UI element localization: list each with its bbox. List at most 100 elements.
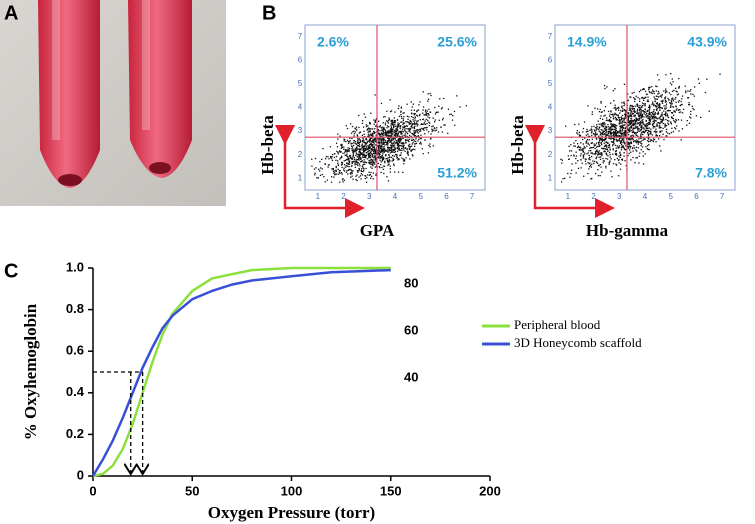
cell-dot [366, 141, 369, 143]
cell-dot [327, 156, 329, 158]
cell-dot [646, 115, 648, 117]
cell-dot [377, 162, 380, 165]
cell-dot [348, 158, 350, 160]
cell-dot [379, 133, 381, 135]
cell-dot [652, 101, 654, 103]
cell-dot [630, 139, 632, 141]
cell-dot [375, 161, 377, 163]
x-tick-label: 6 [694, 192, 699, 201]
cell-dot [369, 128, 371, 130]
cell-dot [374, 119, 377, 122]
cell-dot [625, 117, 627, 119]
x-tick-label: 0 [89, 483, 96, 498]
cell-dot [617, 146, 620, 148]
cell-dot [427, 100, 429, 102]
cell-dot [371, 155, 373, 157]
cell-dot [392, 154, 394, 157]
cell-dot [381, 156, 383, 159]
cell-dot [399, 130, 401, 132]
cell-dot [652, 111, 654, 113]
cell-dot [600, 111, 602, 113]
cell-dot [605, 165, 607, 167]
cell-dot [364, 149, 366, 152]
y-tick-label: 2 [298, 150, 303, 159]
cell-dot [623, 102, 625, 104]
y-tick-label: 5 [548, 79, 553, 88]
cell-dot [381, 166, 383, 169]
cell-dot [662, 127, 664, 130]
cell-dot [686, 124, 688, 126]
cell-dot [351, 161, 353, 163]
cell-dot [634, 127, 636, 129]
cell-dot [391, 151, 393, 153]
cell-dot [416, 109, 418, 112]
cell-dot [434, 113, 437, 115]
cell-dot [356, 158, 358, 161]
cell-dot [627, 134, 630, 136]
cell-dot [625, 112, 627, 114]
cell-dot [638, 124, 641, 126]
cell-dot [378, 141, 380, 143]
cell-dot [395, 129, 397, 131]
cell-dot [393, 134, 395, 137]
cell-dot [614, 112, 616, 114]
cell-dot [643, 99, 645, 101]
cell-dot [620, 141, 623, 143]
cell-dot [654, 113, 656, 115]
cell-dot [637, 112, 640, 114]
cell-dot [435, 129, 438, 131]
cell-dot [358, 142, 360, 144]
cell-dot [640, 137, 643, 139]
cell-dot [614, 133, 616, 135]
cell-dot [407, 154, 409, 156]
cell-dot [637, 142, 639, 144]
cell-dot [685, 91, 687, 94]
cell-dot [358, 176, 360, 178]
cell-dot [387, 135, 389, 138]
cell-dot [573, 142, 575, 144]
cell-dot [651, 134, 654, 136]
cell-dot [665, 111, 667, 113]
cell-dot [387, 180, 390, 182]
cell-dot [357, 141, 359, 144]
cell-dot [408, 144, 411, 146]
cell-dot [646, 113, 648, 115]
cell-dot [382, 149, 385, 151]
cell-dot [371, 175, 373, 177]
quadrant-label: 2.6% [317, 34, 349, 50]
cell-dot [591, 147, 593, 149]
cell-dot [394, 120, 397, 122]
cell-dot [603, 110, 605, 112]
cell-dot [349, 141, 351, 143]
cell-dot [372, 178, 374, 180]
cell-dot [355, 154, 357, 157]
cell-dot [389, 111, 392, 113]
cell-dot [619, 156, 621, 158]
cell-dot [399, 154, 401, 157]
cell-dot [662, 99, 664, 102]
cell-dot [643, 97, 646, 99]
cell-dot [440, 126, 442, 128]
cell-dot [347, 158, 349, 160]
cell-dot [347, 142, 350, 144]
cell-dot [395, 128, 397, 130]
cell-dot [371, 137, 373, 139]
cell-dot [369, 146, 371, 149]
cell-dot [656, 108, 658, 110]
cell-dot [397, 124, 400, 126]
cell-dot [605, 119, 607, 122]
cell-dot [353, 161, 355, 163]
cell-dot [346, 156, 349, 158]
cell-dot [661, 118, 663, 121]
cell-dot [629, 124, 631, 126]
cell-dot [424, 139, 426, 141]
cell-dot [389, 140, 392, 142]
cell-dot [414, 117, 416, 119]
cell-dot [665, 96, 667, 98]
cell-dot [370, 158, 372, 160]
series-line [92, 266, 391, 478]
cell-dot [401, 137, 403, 139]
cell-dot [394, 131, 396, 133]
cell-dot [638, 128, 640, 130]
cell-dot [628, 145, 630, 147]
